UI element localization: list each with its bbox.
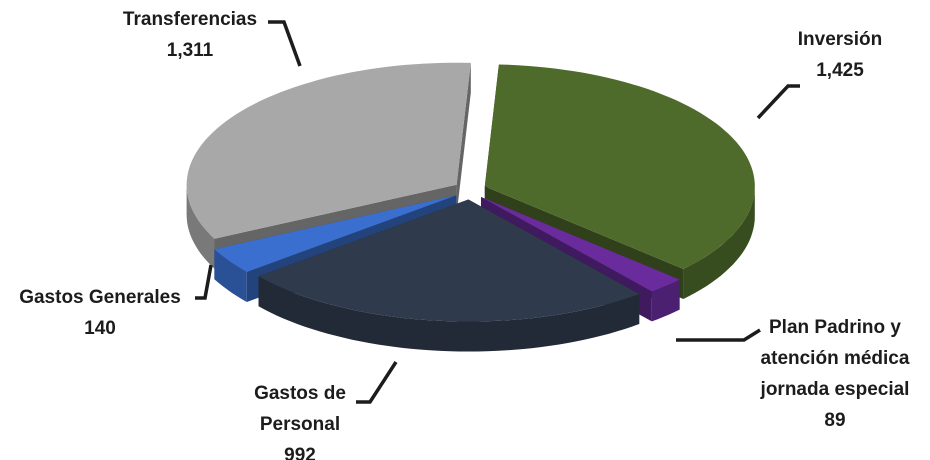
value-label: 140 <box>84 318 116 339</box>
slice-label: Transferencias 1,311 <box>95 4 285 66</box>
slice-label: Plan Padrino y atención médica jornada e… <box>740 312 930 436</box>
category-label: Gastos de Personal <box>254 383 346 435</box>
slice <box>186 62 471 239</box>
slice <box>481 197 680 292</box>
leader-line <box>756 84 800 120</box>
value-label: 1,425 <box>816 60 864 81</box>
slice <box>258 199 640 322</box>
slice-wall <box>186 184 215 269</box>
slice <box>214 195 457 272</box>
slice-wall <box>651 279 680 322</box>
value-label: 992 <box>284 445 316 460</box>
slice-label: Gastos Generales 140 <box>0 282 200 344</box>
slice-wall <box>214 249 247 302</box>
slice-wall <box>683 186 755 299</box>
category-label: Gastos Generales <box>19 287 181 308</box>
category-label: Inversión <box>797 29 883 50</box>
category-label: Transferencias <box>122 9 258 30</box>
slices <box>186 62 755 352</box>
slice-label: Gastos de Personal 992 <box>240 378 360 460</box>
category-label: Plan Padrino y atención médica jornada e… <box>760 317 910 400</box>
slice-wall <box>258 276 640 352</box>
value-label: 89 <box>824 410 846 431</box>
value-label: 1,311 <box>166 40 214 61</box>
leader-line <box>356 361 398 404</box>
slice-label: Inversión 1,425 <box>745 24 930 86</box>
leader-line <box>195 264 213 300</box>
slice <box>484 64 755 269</box>
leader-line <box>676 328 761 342</box>
slice-side <box>456 62 471 215</box>
leader-line <box>268 20 302 67</box>
